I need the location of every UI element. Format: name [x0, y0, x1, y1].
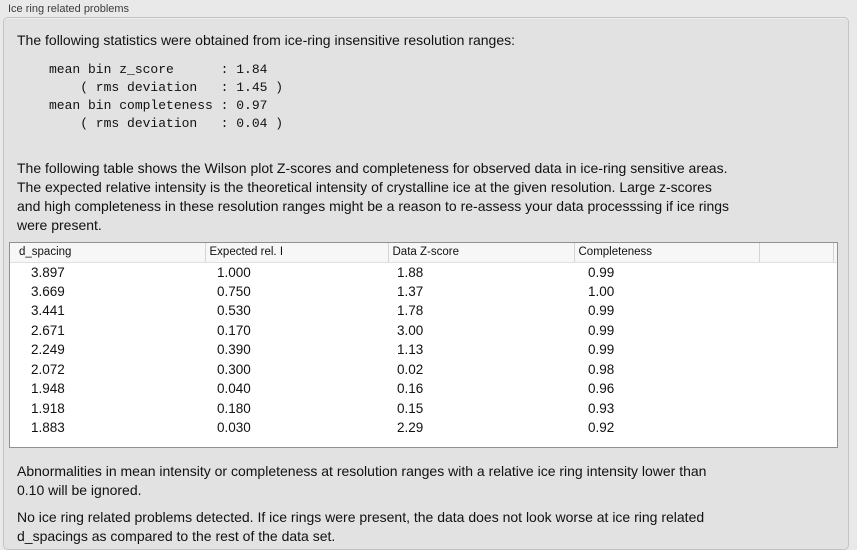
table-cell — [833, 359, 837, 379]
table-cell — [833, 340, 837, 360]
table-cell — [759, 340, 833, 360]
table-cell — [759, 398, 833, 418]
table-cell: 3.669 — [10, 281, 205, 301]
table-row[interactable]: 2.072 0.300 0.02 0.98 — [10, 359, 837, 379]
table-cell: 0.92 — [574, 418, 759, 438]
table-cell: 3.897 — [10, 262, 205, 282]
table-cell — [833, 281, 837, 301]
table-header-row: d_spacing Expected rel. I Data Z-score Comp… — [10, 243, 837, 263]
table-cell: 0.99 — [574, 262, 759, 282]
table-cell: 0.030 — [205, 418, 388, 438]
ice-ring-panel: The following statistics were obtained f… — [3, 17, 849, 550]
column-header[interactable]: d_spacing — [10, 243, 206, 263]
table-cell — [759, 301, 833, 321]
table-cell: 0.93 — [574, 398, 759, 418]
groupbox-title: Ice ring related problems — [8, 3, 130, 15]
table-row[interactable]: 2.671 0.170 3.00 0.99 — [10, 320, 837, 340]
table-cell — [759, 418, 833, 438]
table-cell: 3.441 — [10, 301, 205, 321]
table-cell: 0.99 — [574, 301, 759, 321]
ignore-note: Abnormalities in mean intensity or compl… — [17, 462, 707, 498]
table-cell: 2.249 — [10, 340, 205, 360]
table-cell: 0.96 — [574, 379, 759, 399]
table-row[interactable]: 2.249 0.390 1.13 0.99 — [10, 340, 837, 360]
table-cell: 3.00 — [388, 320, 574, 340]
table-row[interactable]: 1.883 0.030 2.29 0.92 — [10, 418, 837, 438]
table-cell: 1.948 — [10, 379, 205, 399]
app-window: { "group": { "title": "Ice ring related … — [0, 0, 857, 536]
table-cell — [833, 398, 837, 418]
table-cell: 0.16 — [388, 379, 574, 399]
table-cell — [759, 359, 833, 379]
stats-block: mean bin z_score : 1.84 ( rms deviation … — [49, 62, 284, 131]
table-cell — [759, 320, 833, 340]
table-cell: 0.300 — [205, 359, 388, 379]
table-cell: 0.530 — [205, 301, 388, 321]
table-cell — [833, 262, 837, 282]
table-row[interactable]: 3.669 0.750 1.37 1.00 — [10, 281, 837, 301]
table-cell — [759, 379, 833, 399]
table-cell: 2.671 — [10, 320, 205, 340]
column-header[interactable]: Expected rel. I — [205, 243, 389, 263]
table-cell — [833, 418, 837, 438]
conclusion-text: No ice ring related problems detected. I… — [17, 508, 705, 544]
table-cell: 0.750 — [205, 281, 388, 301]
table-cell: 0.040 — [205, 379, 388, 399]
table-cell: 0.15 — [388, 398, 574, 418]
table-cell: 1.78 — [388, 301, 574, 321]
column-header[interactable]: Data Z-score — [388, 243, 575, 263]
table-cell: 0.02 — [388, 359, 574, 379]
table-cell: 0.99 — [574, 340, 759, 360]
table-description: The following table shows the Wilson plo… — [17, 160, 730, 233]
table-row[interactable]: 1.918 0.180 0.15 0.93 — [10, 398, 837, 418]
table-cell: 0.98 — [574, 359, 759, 379]
table-cell: 2.29 — [388, 418, 574, 438]
table-row[interactable]: 3.441 0.530 1.78 0.99 — [10, 301, 837, 321]
ice-ring-data-grid[interactable]: d_spacing Expected rel. I Data Z-score Comp… — [10, 243, 837, 447]
table-cell: 0.390 — [205, 340, 388, 360]
table-cell — [833, 301, 837, 321]
table-cell: 1.37 — [388, 281, 574, 301]
table-cell: 0.180 — [205, 398, 388, 418]
table-cell: 0.99 — [574, 320, 759, 340]
table-cell — [833, 379, 837, 399]
table-cell — [833, 320, 837, 340]
table-cell — [759, 262, 833, 282]
table-cell: 2.072 — [10, 359, 205, 379]
table-row[interactable]: 1.948 0.040 0.16 0.96 — [10, 379, 837, 399]
table-body: 3.897 1.000 1.88 0.99 3.669 0.750 1.37 1.00 3.44… — [10, 262, 837, 447]
table-cell: 1.000 — [205, 262, 388, 282]
ice-ring-table[interactable]: d_spacing Expected rel. I Data Z-score Comp… — [9, 242, 838, 448]
column-header[interactable] — [833, 243, 837, 263]
column-header[interactable] — [759, 243, 834, 263]
table-cell: 1.13 — [388, 340, 574, 360]
table-cell: 1.918 — [10, 398, 205, 418]
table-cell: 1.88 — [388, 262, 574, 282]
table-cell: 0.170 — [205, 320, 388, 340]
intro-text: The following statistics were obtained f… — [17, 32, 516, 48]
table-cell: 1.883 — [10, 418, 205, 438]
table-row[interactable]: 3.897 1.000 1.88 0.99 — [10, 262, 837, 282]
table-cell — [759, 281, 833, 301]
table-cell: 1.00 — [574, 281, 759, 301]
column-header[interactable]: Completeness — [574, 243, 760, 263]
